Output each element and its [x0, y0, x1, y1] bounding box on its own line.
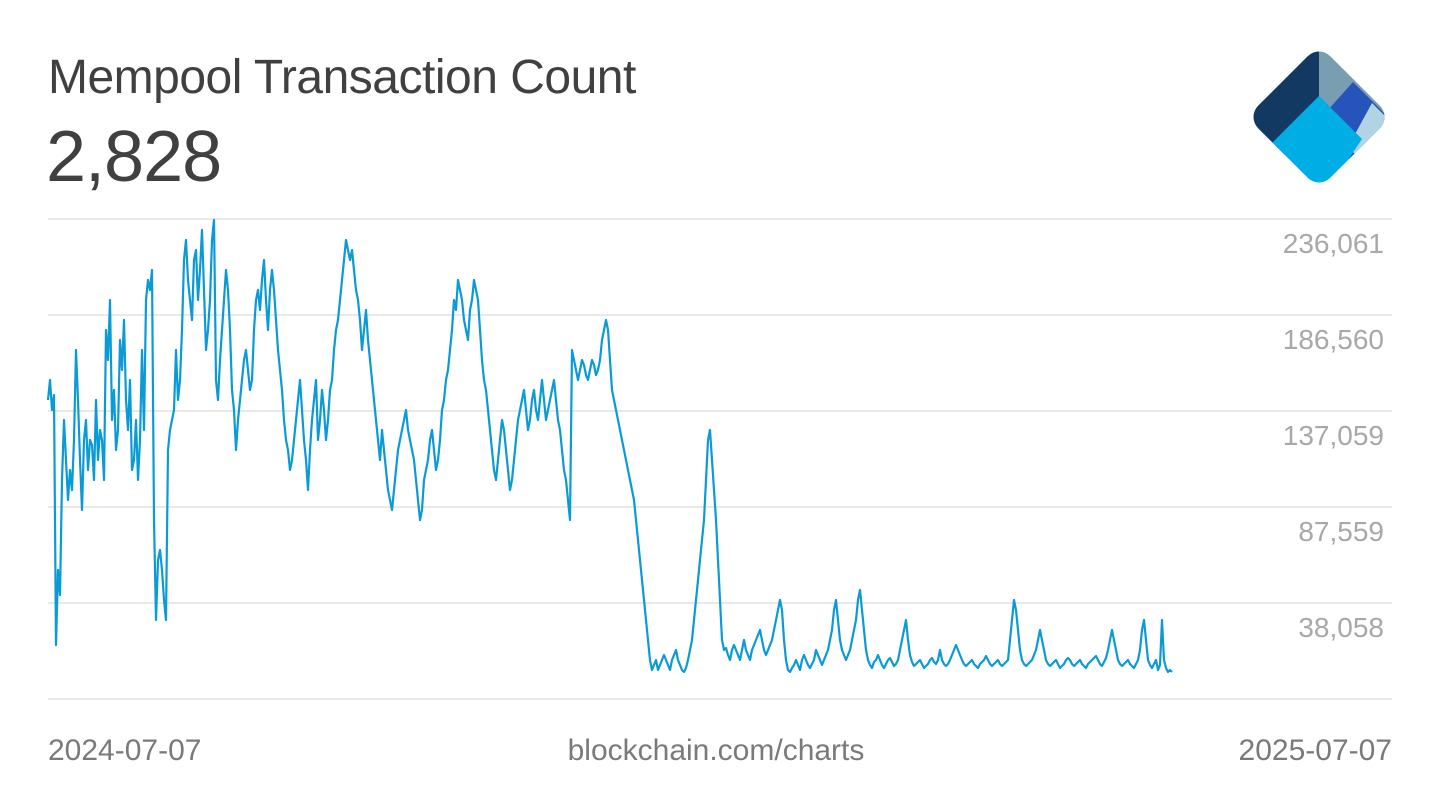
gridlines — [48, 218, 1392, 700]
y-axis-label: 186,560 — [1282, 324, 1384, 355]
chart-title: Mempool Transaction Count — [48, 51, 636, 104]
y-axis-label: 236,061 — [1282, 228, 1384, 259]
y-axis-label: 87,559 — [1298, 516, 1384, 547]
series-line — [46, 218, 1173, 674]
y-axis-label: 137,059 — [1282, 420, 1384, 451]
source-link[interactable]: blockchain.com/charts — [567, 734, 865, 767]
blockchain-logo-icon — [1246, 44, 1392, 190]
start-date: 2024-07-07 — [48, 734, 202, 767]
y-axis-label: 38,058 — [1298, 612, 1384, 643]
end-date: 2025-07-07 — [1238, 734, 1392, 767]
current-value: 2,828 — [46, 117, 222, 197]
